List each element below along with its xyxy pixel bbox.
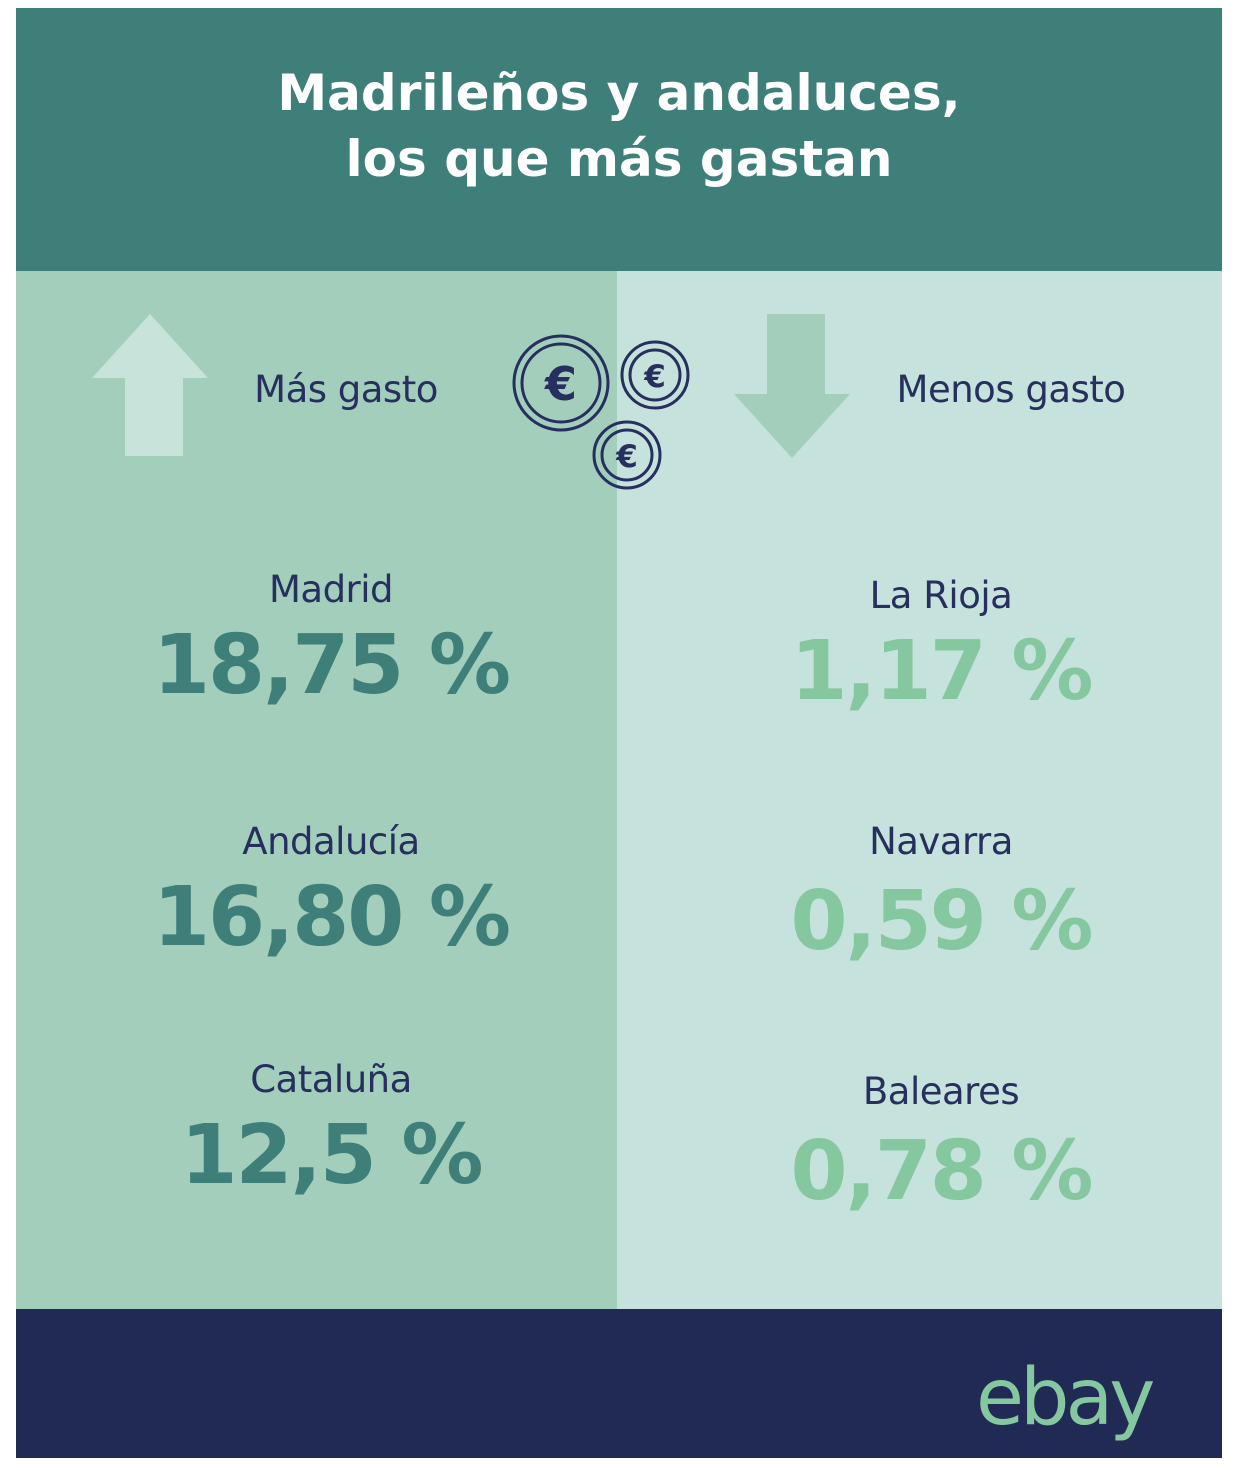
region-name-navarra: Navarra (869, 820, 1013, 863)
region-value-andalucia: 16,80 % (152, 870, 511, 965)
region-value-navarra: 0,59 % (790, 874, 1093, 969)
title-line-1: Madrileños y andaluces, (277, 64, 961, 122)
page-title: Madrileños y andaluces, los que más gast… (16, 60, 1222, 192)
region-value-la-rioja: 1,17 % (790, 624, 1093, 719)
footer-banner: ebay (16, 1309, 1222, 1458)
svg-text:ebay: ebay (976, 1354, 1153, 1443)
svg-text:€: € (544, 357, 577, 411)
title-line-2: los que más gastan (345, 130, 893, 188)
header-banner: Madrileños y andaluces, los que más gast… (16, 8, 1222, 271)
svg-text:€: € (615, 439, 638, 475)
more-spending-panel (16, 271, 617, 1309)
arrow-down-icon (734, 314, 850, 458)
more-spending-label: Más gasto (254, 368, 438, 411)
infographic-card: Madrileños y andaluces, los que más gast… (16, 8, 1222, 1458)
region-name-cataluna: Cataluña (250, 1058, 412, 1101)
ebay-logo: ebay (976, 1354, 1157, 1443)
region-name-madrid: Madrid (268, 568, 394, 611)
region-value-baleares: 0,78 % (790, 1124, 1093, 1219)
arrow-up-icon (92, 314, 208, 456)
less-spending-panel (617, 271, 1222, 1309)
region-value-cataluna: 12,5 % (180, 1108, 483, 1203)
region-name-la-rioja: La Rioja (869, 574, 1013, 617)
region-name-baleares: Baleares (862, 1070, 1020, 1113)
euro-coins-icon: € € € (512, 334, 690, 490)
less-spending-label: Menos gasto (896, 368, 1126, 411)
region-value-madrid: 18,75 % (152, 618, 511, 713)
region-name-andalucia: Andalucía (242, 820, 420, 863)
svg-text:€: € (643, 359, 666, 395)
